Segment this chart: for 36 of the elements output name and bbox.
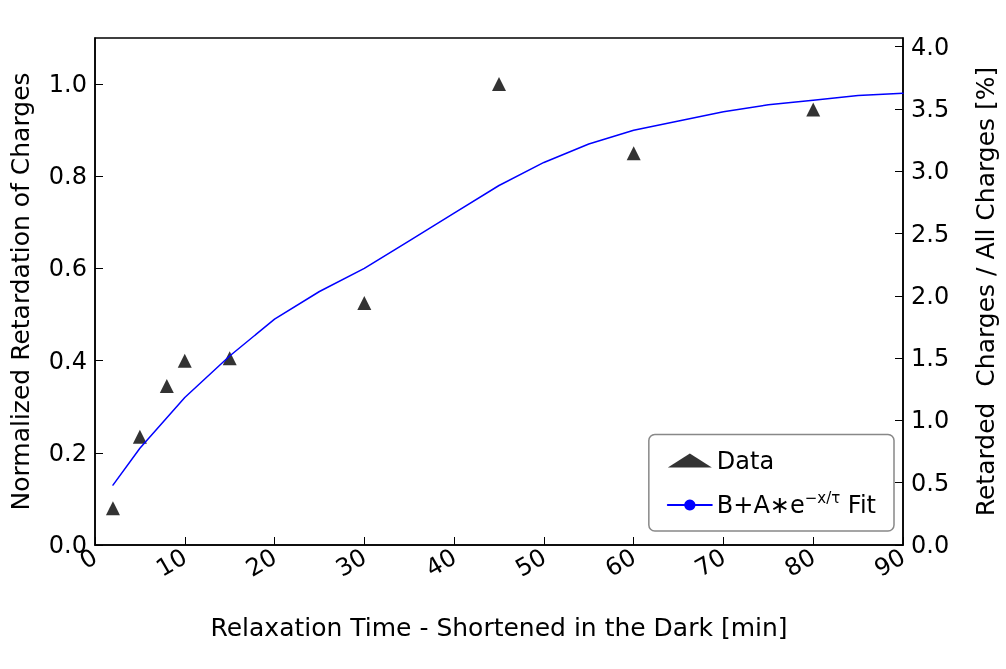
- point: [159, 378, 174, 393]
- point: [806, 102, 821, 117]
- point: [626, 146, 641, 161]
- x-tick-label: 10: [151, 542, 192, 583]
- x-axis-title: Relaxation Time - Shortened in the Dark [min]: [210, 613, 788, 642]
- y-tick-label: 1.0: [48, 70, 87, 99]
- x-tick-label: 80: [779, 542, 821, 583]
- legend-label: Data: [716, 446, 775, 475]
- y-tick-label: 0.8: [48, 162, 87, 191]
- x-tick-label: 20: [241, 542, 282, 583]
- x-tick-label: 90: [869, 542, 910, 583]
- y2-axis-title: Retarded Charges / All Charges [%]: [971, 66, 1000, 517]
- y-tick-label: 0.2: [48, 438, 87, 467]
- y2-tick-label: 4.0: [911, 32, 950, 61]
- x-tick-label: 30: [330, 542, 372, 583]
- y2-tick-label: 2.0: [911, 281, 950, 310]
- y2-tick-label: 3.5: [911, 95, 950, 123]
- y2-tick-label: 3.0: [911, 157, 950, 186]
- line-series: [112, 92, 904, 486]
- point: [357, 296, 372, 311]
- y2-tick-label: 1.0: [911, 406, 950, 435]
- x-tick-label: 70: [690, 542, 731, 583]
- y2-tick-label: 0.5: [911, 468, 950, 497]
- point: [492, 77, 506, 92]
- y2-tick-label: 1.5: [911, 344, 950, 373]
- y-axis-title: Normalized Retardation of Charges: [6, 72, 35, 511]
- point: [132, 429, 147, 444]
- point: [105, 501, 120, 516]
- y2-tick-label: 2.5: [911, 219, 950, 248]
- y-tick-label: 0.4: [48, 346, 87, 375]
- y-tick-label: 0.6: [48, 254, 87, 283]
- point: [177, 353, 192, 368]
- y2-tick-label: 0.0: [911, 531, 950, 559]
- x-tick-label: 60: [600, 542, 641, 583]
- x-tick-label: 50: [510, 542, 551, 583]
- x-tick-label: 40: [420, 542, 462, 583]
